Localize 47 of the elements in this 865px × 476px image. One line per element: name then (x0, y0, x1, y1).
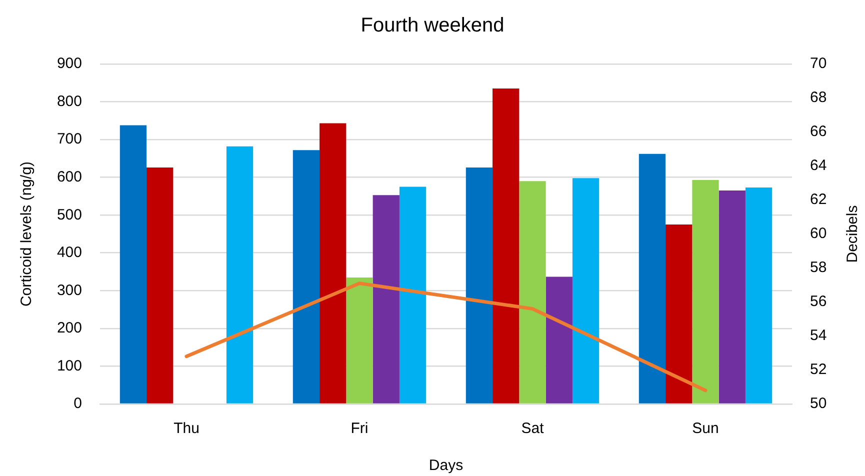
x-axis-title: Days (428, 457, 464, 474)
bar (226, 146, 254, 404)
y2-tick-label: 58 (810, 259, 827, 276)
bar (666, 224, 692, 404)
y2-tick-label: 66 (810, 123, 827, 140)
bar (320, 123, 346, 404)
y2-tick-label: 50 (810, 395, 827, 412)
bar (745, 188, 772, 404)
y-axis-title: Corticoid levels (ng/g) (18, 161, 36, 307)
y2-tick-label: 64 (810, 157, 827, 174)
bar (466, 168, 493, 404)
bar (572, 178, 600, 404)
y-tick-label: 400 (56, 244, 82, 262)
y-tick-label: 700 (56, 130, 82, 148)
y-tick-label: 200 (56, 320, 82, 337)
bar (399, 186, 426, 404)
y2-axis-title: Decibels (844, 205, 862, 263)
y2-tick-label: 70 (810, 55, 827, 72)
y2-tick-label: 68 (810, 89, 827, 106)
x-tick-label: Sat (521, 420, 545, 438)
bar (346, 277, 373, 404)
bar (718, 190, 746, 404)
bar (546, 276, 572, 404)
y2-tick-label: 60 (810, 225, 827, 242)
x-tick-label: Thu (174, 420, 200, 438)
bar (292, 150, 320, 404)
y-tick-label: 500 (56, 206, 82, 224)
y-tick-label: 600 (56, 168, 82, 186)
bar (492, 88, 520, 404)
y-tick-label: 0 (74, 395, 82, 412)
y-tick-label: 300 (56, 282, 82, 299)
x-tick-label: Sun (692, 420, 719, 438)
y-tick-label: 900 (56, 55, 82, 72)
y-tick-label: 800 (56, 92, 82, 110)
bar (638, 154, 666, 404)
bar (146, 168, 174, 404)
y2-tick-label: 62 (810, 191, 827, 208)
y-tick-label: 100 (56, 357, 82, 374)
y2-tick-label: 56 (810, 293, 827, 310)
chart-title: Fourth weekend (360, 14, 504, 37)
bar (120, 125, 147, 404)
x-tick-label: Fri (350, 420, 368, 438)
y2-tick-label: 54 (810, 327, 827, 344)
bar (372, 195, 400, 404)
y2-tick-label: 52 (810, 361, 827, 378)
bar (519, 181, 546, 404)
bar (692, 180, 719, 404)
